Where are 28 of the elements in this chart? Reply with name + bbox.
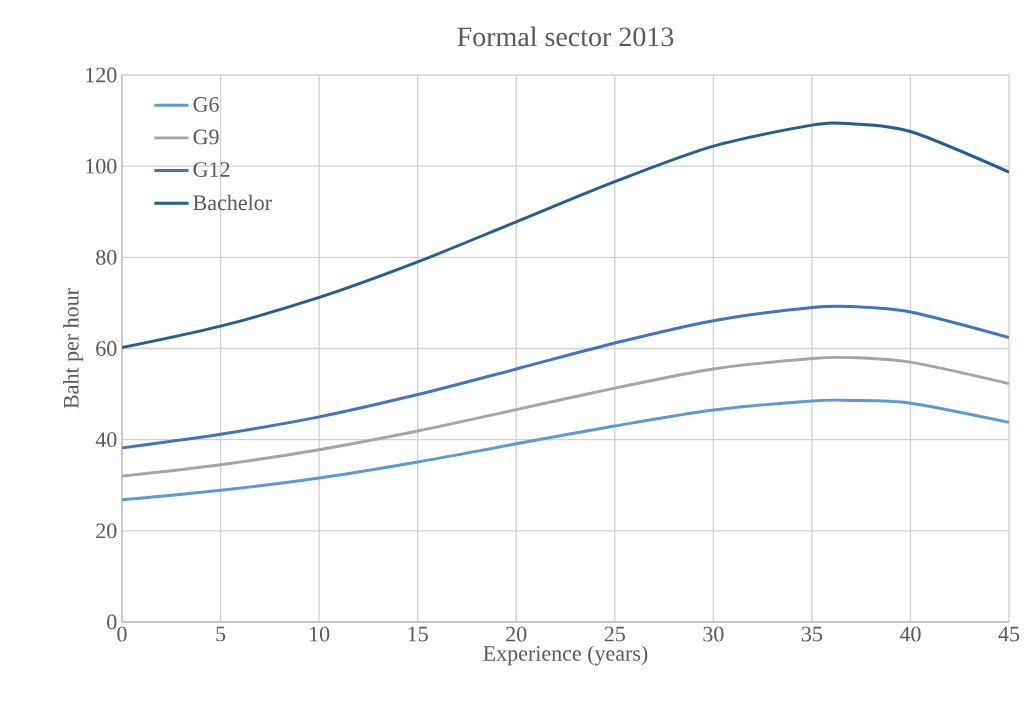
line-series [122, 398, 1010, 502]
x-tick-label: 35 [801, 626, 823, 642]
y-tick-label: 20 [96, 523, 117, 539]
chart-title: Formal sector 2013 [457, 26, 674, 47]
line-series [122, 121, 1010, 350]
legend-label: Bachelor [193, 194, 272, 211]
x-tick-label: 40 [899, 626, 921, 642]
legend-label: G6 [193, 97, 219, 112]
x-tick-label: 5 [216, 626, 226, 642]
y-tick-label: 0 [107, 614, 117, 630]
legend-label: G12 [193, 162, 230, 177]
x-tick-label: 0 [117, 626, 127, 642]
y-axis-title: Baht per hour [63, 288, 84, 409]
x-tick-label: 20 [506, 626, 527, 642]
y-tick-label: 80 [96, 249, 117, 265]
line-series [122, 355, 1010, 478]
x-tick-label: 30 [703, 626, 724, 642]
line-series [122, 304, 1010, 450]
x-tick-label: 45 [998, 626, 1020, 642]
y-tick-label: 40 [95, 432, 117, 448]
x-tick-label: 10 [310, 626, 330, 642]
y-tick-label: 100 [86, 158, 117, 174]
x-axis-title: Experience (years) [483, 645, 648, 666]
legend-label: G9 [193, 129, 219, 145]
x-tick-label: 15 [408, 626, 428, 642]
y-tick-label: 60 [96, 341, 117, 356]
y-tick-label: 120 [86, 67, 117, 83]
x-tick-label: 25 [604, 626, 625, 642]
